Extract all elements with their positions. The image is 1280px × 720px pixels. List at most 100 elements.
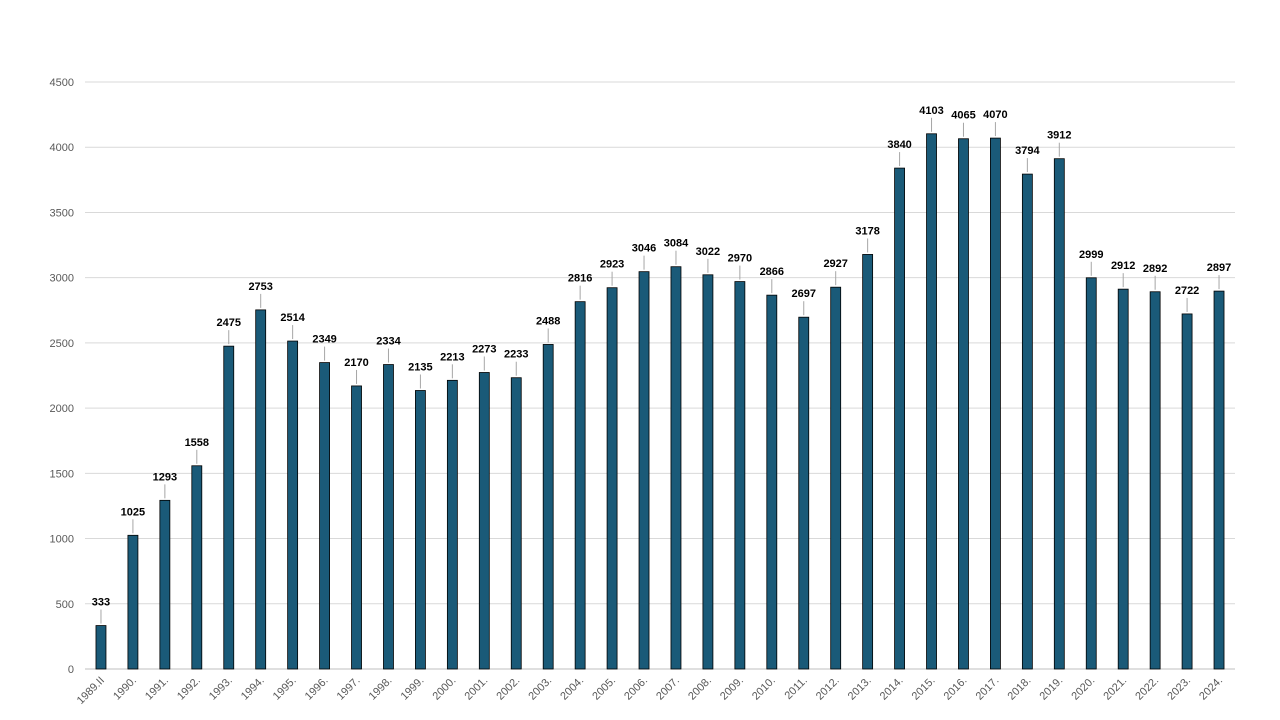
- x-tick-label: 1990.: [111, 675, 139, 703]
- x-tick-label: 2003.: [526, 675, 554, 703]
- y-tick-label: 3500: [50, 207, 74, 219]
- bar-2010[interactable]: [766, 294, 778, 670]
- bar-2008[interactable]: [702, 274, 714, 670]
- x-tick-label: 2002.: [494, 675, 522, 703]
- bar-1989II[interactable]: [95, 625, 107, 670]
- data-labels: 333 1025 1293 1558 2475 2753 2514 2349 2170 2334 2…: [92, 105, 1231, 624]
- bar-1993[interactable]: [223, 345, 235, 670]
- data-label: 2349: [312, 334, 336, 346]
- data-label: 3794: [1015, 145, 1040, 157]
- bar-2002[interactable]: [510, 377, 522, 670]
- x-tick-label: 2023.: [1165, 675, 1193, 703]
- y-tick-label: 500: [56, 599, 74, 611]
- bar-2007[interactable]: [670, 266, 682, 670]
- x-tick-label: 1992.: [175, 675, 203, 703]
- x-tick-label: 2015.: [910, 675, 938, 703]
- data-label: 2912: [1111, 260, 1135, 272]
- bar-2004[interactable]: [574, 301, 586, 670]
- bar-1992[interactable]: [191, 465, 203, 670]
- x-tick-label: 2009.: [718, 675, 746, 703]
- bar-1996[interactable]: [319, 362, 330, 670]
- data-label: 2488: [536, 315, 560, 327]
- bar-2014[interactable]: [894, 167, 905, 670]
- x-tick-label: 2020.: [1069, 675, 1097, 703]
- bar-1998[interactable]: [383, 364, 394, 670]
- x-axis: 1989.II 1990. 1991. 1992. 1993. 1994. 1995. 199…: [75, 675, 1225, 707]
- bar-2024[interactable]: [1213, 290, 1225, 670]
- bar-2006[interactable]: [638, 271, 650, 670]
- y-tick-label: 1500: [50, 468, 74, 480]
- x-tick-label: 1996.: [303, 675, 331, 703]
- x-tick-label: 1994.: [239, 675, 267, 703]
- bar-1997[interactable]: [351, 385, 362, 670]
- x-tick-label: 2016.: [942, 675, 970, 703]
- bar-2012[interactable]: [830, 286, 842, 670]
- bar-1995[interactable]: [287, 340, 299, 670]
- bar-2003[interactable]: [542, 344, 554, 670]
- data-label: 3084: [664, 238, 689, 250]
- x-tick-label: 2012.: [814, 675, 842, 703]
- data-label: 4065: [951, 110, 975, 122]
- y-tick-label: 2500: [50, 338, 74, 350]
- x-tick-label: 1995.: [271, 675, 299, 703]
- data-label: 2970: [728, 253, 752, 265]
- y-tick-label: 0: [68, 664, 74, 676]
- y-tick-label: 4000: [50, 142, 74, 154]
- x-tick-label: 2024.: [1197, 675, 1225, 703]
- gridlines: [85, 81, 1235, 670]
- bar-2009[interactable]: [734, 281, 746, 670]
- data-label: 2999: [1079, 249, 1103, 261]
- bar-1991[interactable]: [159, 499, 171, 670]
- bar-2019[interactable]: [1053, 158, 1065, 670]
- bar-2015[interactable]: [926, 133, 937, 670]
- x-tick-label: 2014.: [878, 675, 906, 703]
- data-label: 2866: [760, 266, 784, 278]
- data-label: 2923: [600, 259, 624, 271]
- data-label: 1025: [121, 506, 145, 518]
- x-tick-label: 2021.: [1101, 675, 1129, 703]
- bar-2022[interactable]: [1149, 291, 1161, 670]
- x-tick-label: 1989.II: [75, 675, 107, 707]
- bar-2013[interactable]: [862, 254, 874, 670]
- x-tick-label: 2000.: [431, 675, 459, 703]
- data-label: 2722: [1175, 285, 1199, 297]
- data-label: 2273: [472, 343, 496, 355]
- bar-2017[interactable]: [990, 137, 1001, 670]
- bar-2021[interactable]: [1117, 288, 1129, 670]
- data-label: 2697: [792, 288, 816, 300]
- x-tick-label: 1997.: [335, 675, 363, 703]
- data-label: 4103: [919, 105, 943, 117]
- bars: [95, 133, 1225, 670]
- bar-1994[interactable]: [255, 309, 267, 670]
- x-tick-label: 1999.: [399, 675, 427, 703]
- data-label: 4070: [983, 109, 1007, 121]
- data-label: 1558: [185, 437, 209, 449]
- data-label: 3022: [696, 246, 720, 258]
- data-label: 2213: [440, 351, 464, 363]
- x-tick-label: 2013.: [846, 675, 874, 703]
- x-tick-label: 2005.: [590, 675, 618, 703]
- x-tick-label: 2007.: [654, 675, 682, 703]
- data-label: 2334: [376, 336, 401, 348]
- bar-2023[interactable]: [1181, 313, 1193, 670]
- y-tick-label: 3000: [50, 273, 74, 285]
- x-tick-label: 2006.: [622, 675, 650, 703]
- data-label: 2927: [823, 258, 847, 270]
- y-tick-label: 1000: [50, 534, 74, 546]
- x-tick-label: 2019.: [1037, 675, 1065, 703]
- data-label: 2135: [408, 362, 432, 374]
- x-tick-label: 2004.: [558, 675, 586, 703]
- bar-2011[interactable]: [798, 316, 810, 670]
- bar-2016[interactable]: [958, 138, 969, 670]
- bar-2000[interactable]: [446, 379, 458, 670]
- bar-2020[interactable]: [1085, 277, 1097, 670]
- bar-1999[interactable]: [415, 390, 426, 670]
- bar-1990[interactable]: [127, 534, 139, 670]
- bar-2001[interactable]: [478, 372, 490, 670]
- data-label: 2816: [568, 273, 592, 285]
- bar-2018[interactable]: [1021, 173, 1033, 670]
- data-label: 1293: [153, 471, 177, 483]
- data-label: 2233: [504, 349, 528, 361]
- x-tick-label: 2008.: [686, 675, 714, 703]
- bar-2005[interactable]: [606, 287, 618, 670]
